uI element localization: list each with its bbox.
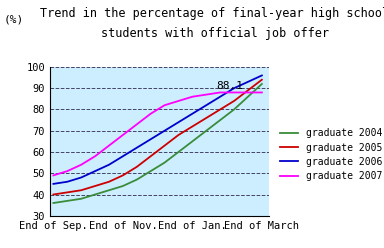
- Legend: graduate 2004.3, graduate 2005.3, graduate 2006.3, graduate 2007.3: graduate 2004.3, graduate 2005.3, gradua…: [280, 128, 384, 182]
- Text: 88.1: 88.1: [217, 81, 244, 91]
- Text: Trend in the percentage of final-year high school: Trend in the percentage of final-year hi…: [40, 7, 384, 20]
- Text: (%): (%): [4, 15, 24, 25]
- Text: students with official job offer: students with official job offer: [101, 27, 329, 40]
